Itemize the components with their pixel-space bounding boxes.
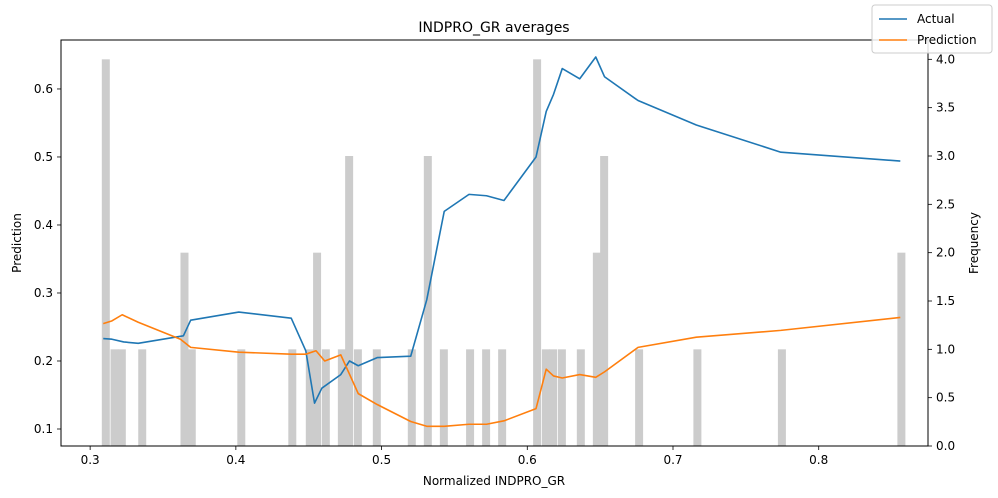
histogram-bar-19	[482, 349, 491, 446]
y-tick-label-5: 0.6	[34, 82, 53, 96]
histogram-bar-29	[693, 349, 702, 446]
x-tick-label-5: 0.8	[809, 453, 828, 467]
x-tick-label-4: 0.7	[663, 453, 682, 467]
histogram-bar-12	[345, 156, 354, 446]
series-lines	[103, 56, 901, 428]
y2-tick-label-5: 2.5	[936, 197, 955, 211]
histogram-bar-11	[337, 349, 346, 446]
y-tick-label-3: 0.4	[34, 218, 53, 232]
y2-axis-ticks: 0.0 0.5 1.0 1.5 2.0 2.5 3.0 3.5 4.0	[928, 52, 955, 453]
histogram-bar-28	[635, 349, 644, 446]
y-tick-label-1: 0.2	[34, 354, 53, 368]
legend-label-prediction: Prediction	[917, 33, 977, 47]
y-tick-label-2: 0.3	[34, 286, 53, 300]
series-line-actual	[103, 56, 901, 404]
histogram-bar-24	[557, 349, 566, 446]
series-line-prediction	[103, 313, 901, 428]
x-tick-label-2: 0.5	[372, 453, 391, 467]
y2-tick-label-7: 3.5	[936, 101, 955, 115]
y2-tick-label-2: 1.0	[936, 342, 955, 356]
x-tick-label-0: 0.3	[81, 453, 100, 467]
histogram-bar-23	[549, 349, 558, 446]
histogram-bar-27	[600, 156, 609, 446]
y2-tick-label-0: 0.0	[936, 439, 955, 453]
x-tick-label-3: 0.6	[518, 453, 537, 467]
histogram-bar-10	[321, 349, 330, 446]
y-tick-label-4: 0.5	[34, 150, 53, 164]
histogram-bar-31	[897, 252, 906, 446]
histogram-bar-20	[498, 349, 507, 446]
histogram-bar-8	[305, 349, 314, 446]
histogram-bar-7	[288, 349, 297, 446]
histogram-bar-26	[592, 252, 601, 446]
histogram-bar-6	[237, 349, 246, 446]
histogram-bar-17	[439, 349, 448, 446]
y2-tick-label-6: 3.0	[936, 149, 955, 163]
y2-tick-label-4: 2.0	[936, 246, 955, 260]
y2-axis-title: Frequency	[967, 212, 981, 274]
histogram-bar-18	[466, 349, 475, 446]
histogram-bar-25	[576, 349, 585, 446]
histogram-bar-22	[541, 349, 550, 446]
legend-label-actual: Actual	[917, 12, 955, 26]
histogram-bar-1	[110, 349, 119, 446]
y-tick-label-0: 0.1	[34, 422, 53, 436]
histogram-bar-5	[187, 349, 196, 446]
y-axis-title: Prediction	[10, 213, 24, 273]
plot-frame	[60, 39, 929, 447]
histogram-bars	[101, 59, 906, 446]
histogram-bar-4	[180, 252, 189, 446]
legend-box	[871, 4, 993, 54]
histogram-bar-0	[101, 59, 110, 446]
y-axis-ticks: 0.1 0.2 0.3 0.4 0.5 0.6	[34, 82, 61, 436]
y2-tick-label-8: 4.0	[936, 52, 955, 66]
histogram-bar-2	[117, 349, 126, 446]
histogram-bar-30	[777, 349, 786, 446]
chart-title: INDPRO_GR averages	[418, 20, 569, 36]
histogram-bar-3	[138, 349, 147, 446]
x-tick-label-1: 0.4	[226, 453, 245, 467]
y2-tick-label-1: 0.5	[936, 391, 955, 405]
histogram-bar-16	[423, 156, 432, 446]
x-axis-ticks: 0.3 0.4 0.5 0.6 0.7 0.8	[81, 446, 828, 467]
x-axis-title: Normalized INDPRO_GR	[423, 474, 565, 488]
histogram-bar-13	[353, 349, 362, 446]
histogram-bar-9	[313, 252, 322, 446]
histogram-bar-21	[533, 59, 542, 446]
histogram-bar-14	[372, 349, 381, 446]
y2-tick-label-3: 1.5	[936, 294, 955, 308]
legend: Actual Prediction	[871, 4, 993, 54]
histogram-bar-15	[407, 349, 416, 446]
